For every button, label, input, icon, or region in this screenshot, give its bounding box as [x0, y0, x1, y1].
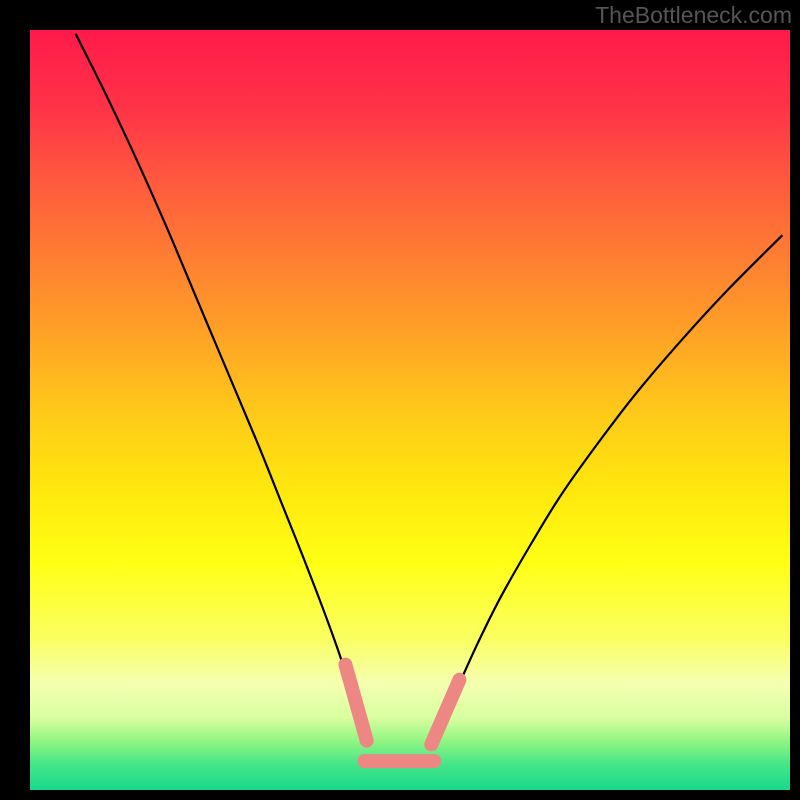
chart-container: TheBottleneck.com — [0, 0, 800, 800]
accent-left-stub — [345, 665, 366, 741]
curve-left-limb — [76, 34, 365, 737]
curve-right-limb — [433, 235, 783, 740]
accent-right-stub — [431, 680, 459, 745]
watermark-text: TheBottleneck.com — [595, 2, 792, 29]
chart-svg — [30, 30, 790, 790]
